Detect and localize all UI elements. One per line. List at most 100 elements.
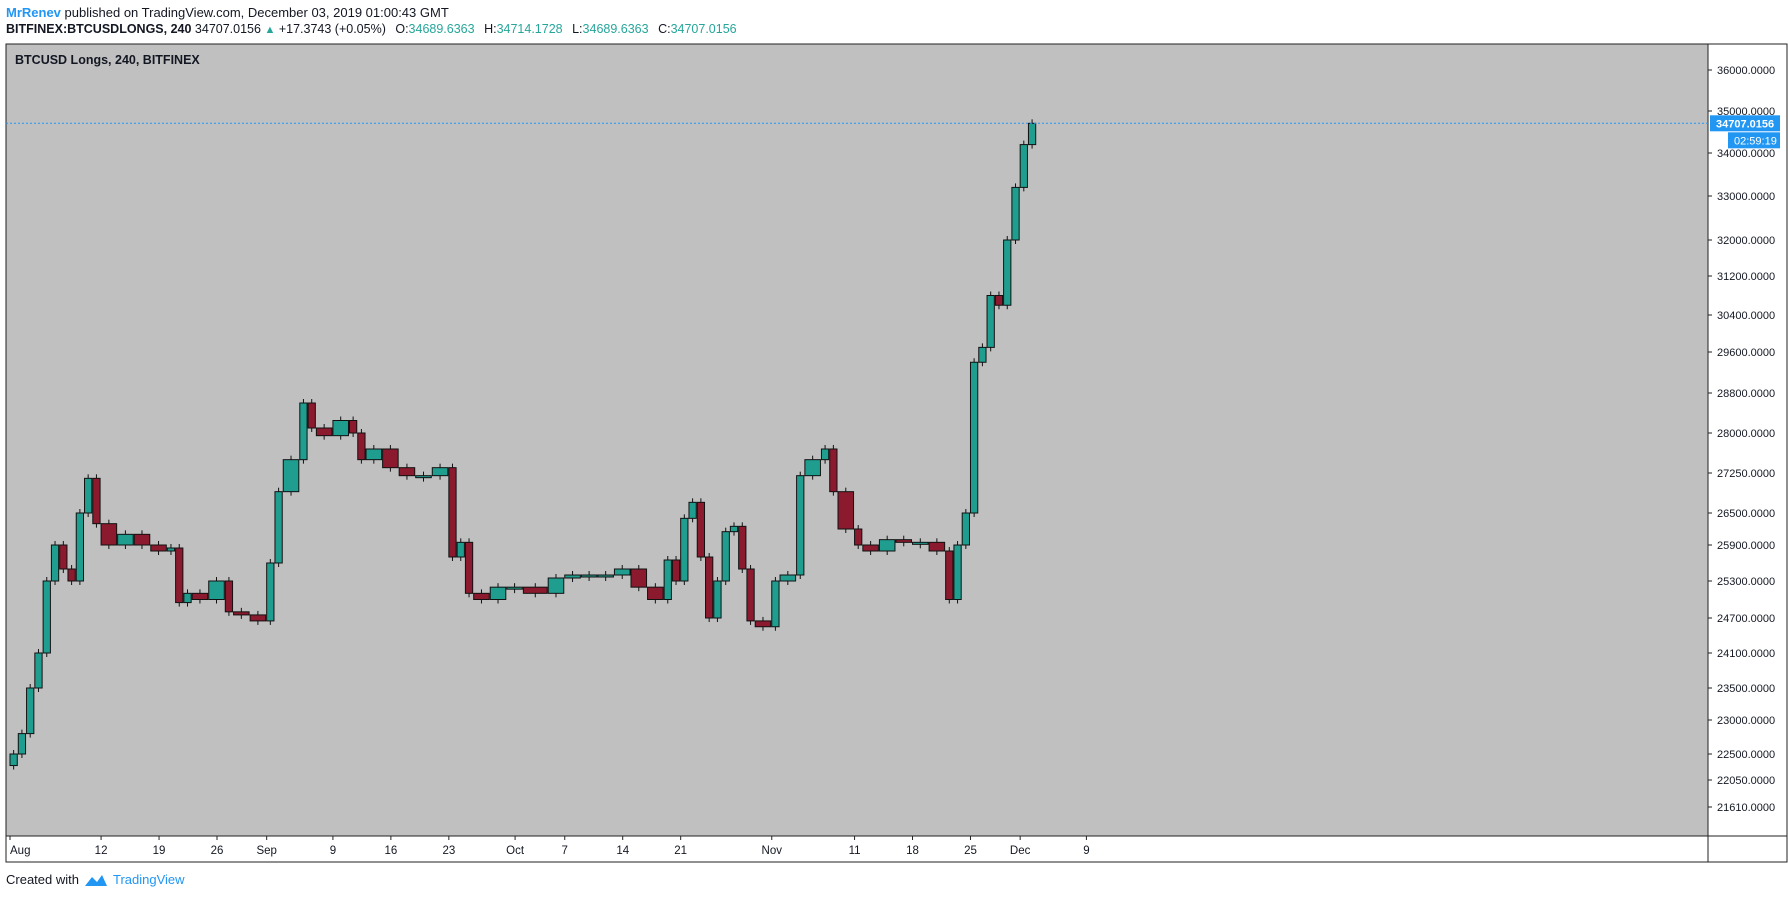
candle-body <box>506 586 523 590</box>
x-tick-label: 18 <box>906 845 919 857</box>
candle-body <box>522 586 548 594</box>
candle-body <box>100 523 118 546</box>
candle-body <box>862 544 879 552</box>
candle-body <box>166 547 176 552</box>
author-link[interactable]: MrRenev <box>6 5 61 20</box>
candle-body <box>473 592 490 600</box>
candle-body <box>249 614 267 622</box>
candle-body <box>299 402 308 461</box>
candle-body <box>1011 186 1020 241</box>
candle-body <box>382 448 399 469</box>
candle-body <box>9 753 18 767</box>
x-tick-label: Sep <box>256 845 276 857</box>
candle-body <box>1027 122 1037 146</box>
last-price-badge <box>1710 115 1780 132</box>
candle-body <box>34 652 43 689</box>
candle-body <box>17 733 27 755</box>
x-tick-label: 7 <box>562 845 568 857</box>
candle-body <box>671 559 681 582</box>
chart-frame <box>5 43 1788 863</box>
candle-body <box>994 295 1004 306</box>
candle-body <box>895 539 913 543</box>
high-label: H: <box>484 22 497 36</box>
candle-body <box>696 501 706 558</box>
price-axis[interactable]: 21610.0000 22050.0000 22500.0000 23000.0000… <box>1708 65 1775 814</box>
candle-body <box>721 531 730 582</box>
tradingview-cloud-icon <box>84 874 107 886</box>
y-tick-label: 24700.0000 <box>1717 613 1775 625</box>
candle-body <box>431 467 449 477</box>
candle-body <box>804 459 821 477</box>
y-tick-label: 22050.0000 <box>1717 775 1775 787</box>
candle-body <box>84 477 93 514</box>
created-with-text: Created with <box>6 872 79 887</box>
candle-body <box>1019 144 1028 188</box>
candle-body <box>597 574 614 578</box>
last-price: 34707.0156 <box>194 22 261 36</box>
candle-body <box>315 427 333 437</box>
high-value: 34714.1728 <box>496 22 563 36</box>
y-tick-label: 26500.0000 <box>1717 508 1775 520</box>
candle-body <box>92 477 101 525</box>
chart-title: BTCUSD Longs, 240, BITFINEX <box>15 53 200 67</box>
candle-body <box>978 346 987 363</box>
candle-body <box>208 580 225 600</box>
plot-area[interactable] <box>6 44 1708 836</box>
y-tick-label: 33000.0000 <box>1717 191 1775 203</box>
candle-body <box>357 432 366 461</box>
y-tick-label: 31200.0000 <box>1717 271 1775 283</box>
candle-body <box>117 533 134 546</box>
candle-body <box>415 475 432 479</box>
y-tick-label: 34000.0000 <box>1717 148 1775 160</box>
candle-body <box>150 544 167 552</box>
x-tick-label: 9 <box>1083 845 1089 857</box>
candle-body <box>183 592 192 604</box>
low-value: 34689.6363 <box>582 22 649 36</box>
x-tick-label: 12 <box>95 845 108 857</box>
candle-body <box>133 533 151 546</box>
candle-body <box>50 544 60 582</box>
time-axis[interactable]: Aug 12 19 26 Sep 9 16 23 Oct 7 14 21 Nov 11 18 25 Dec 9 <box>9 836 1090 857</box>
y-tick-label: 27250.0000 <box>1717 468 1775 480</box>
countdown-badge <box>1728 132 1780 149</box>
candle-body <box>580 574 598 578</box>
candle-body <box>854 528 863 546</box>
candle-body <box>969 361 979 514</box>
publish-info: MrRenev published on TradingView.com, De… <box>6 5 449 20</box>
published-text: published on TradingView.com, December 0… <box>64 5 449 20</box>
candle-body <box>448 467 457 558</box>
y-tick-label: 25900.0000 <box>1717 540 1775 552</box>
candle-body <box>75 512 85 582</box>
candle-body <box>878 539 896 552</box>
last-price-marker: 34707.0156 02:59:19 <box>6 115 1780 149</box>
candle-body <box>365 448 383 461</box>
x-tick-label: Dec <box>1010 845 1031 857</box>
x-tick-label: Aug <box>10 845 30 857</box>
candle-body <box>1003 239 1012 306</box>
candle-body <box>224 580 234 613</box>
candle-body <box>348 420 358 434</box>
candle-body <box>307 402 316 429</box>
y-tick-label: 30400.0000 <box>1717 310 1775 322</box>
tradingview-link[interactable]: TradingView <box>112 872 185 887</box>
y-tick-label: 22500.0000 <box>1717 749 1775 761</box>
candle-body <box>705 556 714 619</box>
last-price-label: 34707.0156 <box>1716 118 1774 130</box>
x-tick-label: 23 <box>442 845 455 857</box>
candle-body <box>986 295 995 348</box>
candle-body <box>332 420 349 437</box>
candle-body <box>912 541 929 545</box>
x-tick-label: Oct <box>506 845 525 857</box>
candle-body <box>796 475 805 576</box>
x-tick-label: 19 <box>153 845 166 857</box>
candle-body <box>42 580 51 654</box>
candle-body <box>266 562 275 622</box>
close-value: 34707.0156 <box>670 22 737 36</box>
candle-body <box>713 580 722 619</box>
y-tick-label: 36000.0000 <box>1717 65 1775 77</box>
candle-body <box>953 544 962 600</box>
quote-line: BITFINEX:BTCUSDLONGS, 240 34707.0156 ▲ +… <box>6 22 737 36</box>
candle-body <box>663 559 672 600</box>
open-value: 34689.6363 <box>408 22 475 36</box>
